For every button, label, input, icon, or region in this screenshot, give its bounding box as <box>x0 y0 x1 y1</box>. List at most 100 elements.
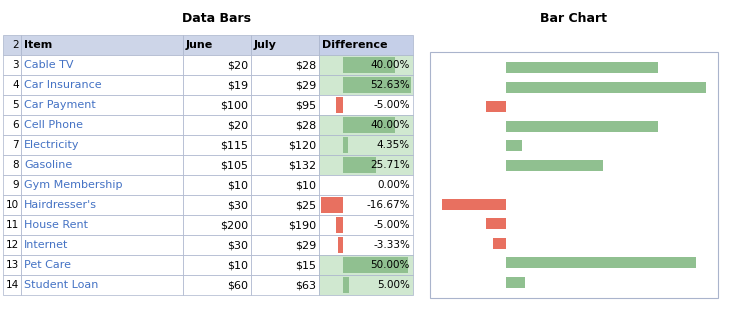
Bar <box>342 57 395 73</box>
Text: $25: $25 <box>295 200 316 210</box>
Bar <box>342 277 349 293</box>
Text: $63: $63 <box>295 280 316 290</box>
Bar <box>3 275 21 295</box>
Bar <box>505 140 522 151</box>
Bar <box>251 215 319 235</box>
Text: -5.00%: -5.00% <box>373 220 410 230</box>
Text: $95: $95 <box>295 100 316 110</box>
Bar <box>505 257 696 268</box>
Text: 3: 3 <box>12 60 19 70</box>
Text: 10: 10 <box>6 200 19 210</box>
Bar <box>251 95 319 115</box>
Text: 4.35%: 4.35% <box>377 140 410 150</box>
Bar <box>319 215 413 235</box>
Bar <box>251 255 319 275</box>
Bar <box>319 275 413 295</box>
Text: June: June <box>186 40 213 50</box>
Bar <box>430 52 718 298</box>
Text: 52.63%: 52.63% <box>370 80 410 90</box>
Text: 5: 5 <box>12 100 19 110</box>
Text: 14: 14 <box>6 280 19 290</box>
Bar <box>251 275 319 295</box>
Text: Car Payment: Car Payment <box>24 100 96 110</box>
Text: 8: 8 <box>12 160 19 170</box>
Text: $20: $20 <box>227 60 248 70</box>
Bar <box>251 55 319 75</box>
Bar <box>342 257 407 273</box>
Bar <box>183 155 251 175</box>
Text: $10: $10 <box>295 180 316 190</box>
Bar <box>486 218 505 229</box>
Bar <box>21 95 183 115</box>
Bar <box>3 155 21 175</box>
Bar <box>183 215 251 235</box>
Bar <box>21 235 183 255</box>
Text: $105: $105 <box>220 160 248 170</box>
Bar <box>3 35 21 55</box>
Bar <box>183 95 251 115</box>
Text: 50.00%: 50.00% <box>371 260 410 270</box>
Text: $115: $115 <box>220 140 248 150</box>
Text: Hairdresser's: Hairdresser's <box>24 200 97 210</box>
Text: July: July <box>254 40 277 50</box>
Text: -16.67%: -16.67% <box>366 200 410 210</box>
Bar <box>442 199 505 210</box>
Bar <box>183 35 251 55</box>
Text: 6: 6 <box>12 120 19 130</box>
Text: Electricity: Electricity <box>24 140 80 150</box>
Text: 5.00%: 5.00% <box>377 280 410 290</box>
Bar <box>336 217 342 233</box>
Bar <box>338 237 342 253</box>
Bar <box>251 195 319 215</box>
Bar <box>342 157 376 173</box>
Bar <box>505 82 706 93</box>
Bar <box>251 155 319 175</box>
Text: Gym Membership: Gym Membership <box>24 180 123 190</box>
Bar <box>319 235 413 255</box>
Bar <box>319 175 413 195</box>
Bar <box>319 115 413 135</box>
Bar <box>3 115 21 135</box>
Bar <box>319 155 413 175</box>
Bar <box>319 195 413 215</box>
Bar <box>3 3 413 35</box>
Bar <box>342 77 411 93</box>
Text: Difference: Difference <box>322 40 388 50</box>
Bar <box>183 235 251 255</box>
Bar <box>251 135 319 155</box>
Bar <box>505 277 525 288</box>
Text: $19: $19 <box>227 80 248 90</box>
Bar <box>251 115 319 135</box>
Text: $190: $190 <box>288 220 316 230</box>
Bar <box>21 195 183 215</box>
Bar <box>183 175 251 195</box>
Text: $28: $28 <box>295 120 316 130</box>
Bar <box>21 155 183 175</box>
Text: Bar Chart: Bar Chart <box>540 12 607 25</box>
Bar <box>21 75 183 95</box>
Text: 25.71%: 25.71% <box>370 160 410 170</box>
Bar <box>21 35 183 55</box>
Text: $29: $29 <box>295 240 316 250</box>
Text: Internet: Internet <box>24 240 69 250</box>
Text: Cable TV: Cable TV <box>24 60 74 70</box>
Bar <box>342 117 395 133</box>
Bar <box>3 75 21 95</box>
Bar <box>3 255 21 275</box>
Text: $29: $29 <box>295 80 316 90</box>
Bar <box>319 35 413 55</box>
Text: 13: 13 <box>6 260 19 270</box>
Text: $100: $100 <box>220 100 248 110</box>
Text: Gasoline: Gasoline <box>24 160 72 170</box>
Text: Car Insurance: Car Insurance <box>24 80 101 90</box>
Text: Data Bars: Data Bars <box>182 12 252 25</box>
Text: 11: 11 <box>6 220 19 230</box>
Bar <box>183 115 251 135</box>
Text: 4: 4 <box>12 80 19 90</box>
Text: 0.00%: 0.00% <box>377 180 410 190</box>
Text: $15: $15 <box>295 260 316 270</box>
Bar <box>319 135 413 155</box>
Text: $30: $30 <box>227 240 248 250</box>
Bar <box>21 115 183 135</box>
Bar <box>21 255 183 275</box>
